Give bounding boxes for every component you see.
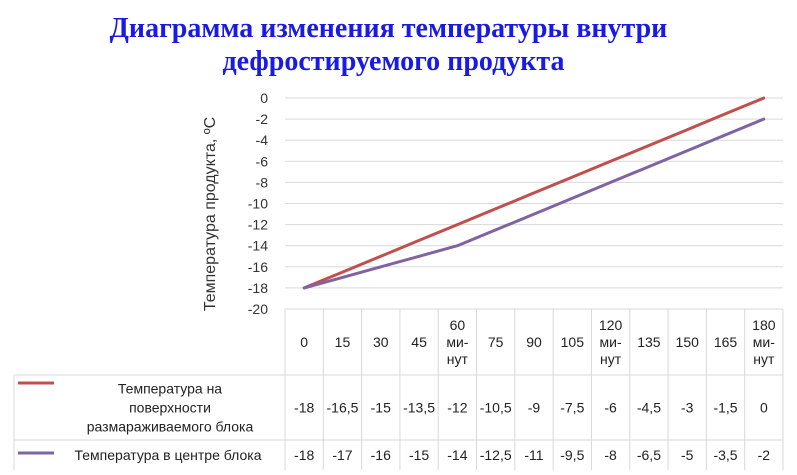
data-table-value: -2 (758, 447, 771, 463)
series-line (302, 96, 766, 290)
y-axis-title: Температура продукта, ºС (202, 117, 219, 311)
x-category-label: 30 (373, 334, 389, 350)
series-line (302, 117, 766, 290)
y-tick-label: -12 (248, 217, 268, 233)
x-category-label: 120 (599, 317, 623, 333)
data-table-value: -11 (524, 447, 543, 463)
x-category-label: нут (600, 351, 622, 367)
y-tick-label: -8 (256, 174, 269, 190)
y-tick-label: -14 (248, 238, 268, 254)
chart-title: Диаграмма изменения температуры внутри д… (0, 12, 797, 78)
x-category-label: 105 (561, 334, 585, 350)
data-table-value: -5 (681, 447, 694, 463)
y-tick-label: -4 (256, 132, 269, 148)
data-table-value: -8 (604, 447, 617, 463)
data-table-value: -9 (528, 400, 541, 416)
y-tick-label: -6 (256, 153, 269, 169)
data-table-value: -3,5 (713, 447, 737, 463)
data-table-value: -9,5 (560, 447, 584, 463)
x-category-label: ми- (446, 334, 468, 350)
data-table-value: -18 (294, 400, 314, 416)
y-tick-label: 0 (260, 90, 268, 106)
legend-series-name: Температура в центре блока (75, 447, 262, 463)
data-table-value: -16,5 (327, 400, 359, 416)
x-category-label: 165 (714, 334, 738, 350)
data-table-value: -6 (604, 400, 617, 416)
data-table-value: -12,5 (480, 447, 512, 463)
y-tick-label: -10 (248, 196, 268, 212)
x-category-label: 60 (450, 317, 466, 333)
x-category-label: 180 (752, 317, 776, 333)
data-table-value: -14 (447, 447, 467, 463)
data-table-value: -1,5 (713, 400, 737, 416)
x-category-label: ми- (600, 334, 622, 350)
legend-series-name: размараживаемого блока (87, 419, 254, 435)
x-category-label: 90 (526, 334, 542, 350)
data-table-value: -15 (371, 400, 391, 416)
legend-series-name: Температура на (118, 381, 222, 397)
data-table-value: -12 (447, 400, 467, 416)
data-table-value: -13,5 (403, 400, 435, 416)
y-tick-label: -20 (248, 301, 268, 317)
x-category-label: 0 (300, 334, 308, 350)
data-table-value: -6,5 (637, 447, 661, 463)
data-table-value: -15 (409, 447, 429, 463)
y-tick-label: -2 (256, 111, 269, 127)
x-category-label: нут (753, 351, 775, 367)
data-table-value: -4,5 (637, 400, 661, 416)
data-table-value: -18 (294, 447, 314, 463)
x-category-label: 135 (637, 334, 661, 350)
chart-title-line-2: дефростируемого продукта (222, 46, 565, 77)
y-tick-label: -18 (248, 280, 268, 296)
x-category-label: 15 (335, 334, 351, 350)
data-table-value: -10,5 (480, 400, 512, 416)
data-table-value: -17 (332, 447, 352, 463)
x-category-label: 75 (488, 334, 504, 350)
x-category-label: ми- (753, 334, 775, 350)
y-tick-label: -16 (248, 259, 268, 275)
data-table-value: -7,5 (560, 400, 584, 416)
data-table-value: -16 (371, 447, 391, 463)
x-category-label: 45 (411, 334, 427, 350)
data-table-value: -3 (681, 400, 694, 416)
data-table-value: 0 (760, 400, 768, 416)
x-category-label: нут (447, 351, 469, 367)
legend-series-name: поверхности (129, 400, 211, 416)
chart-title-line-1: Диаграмма изменения температуры внутри (109, 13, 668, 44)
x-category-label: 150 (676, 334, 700, 350)
